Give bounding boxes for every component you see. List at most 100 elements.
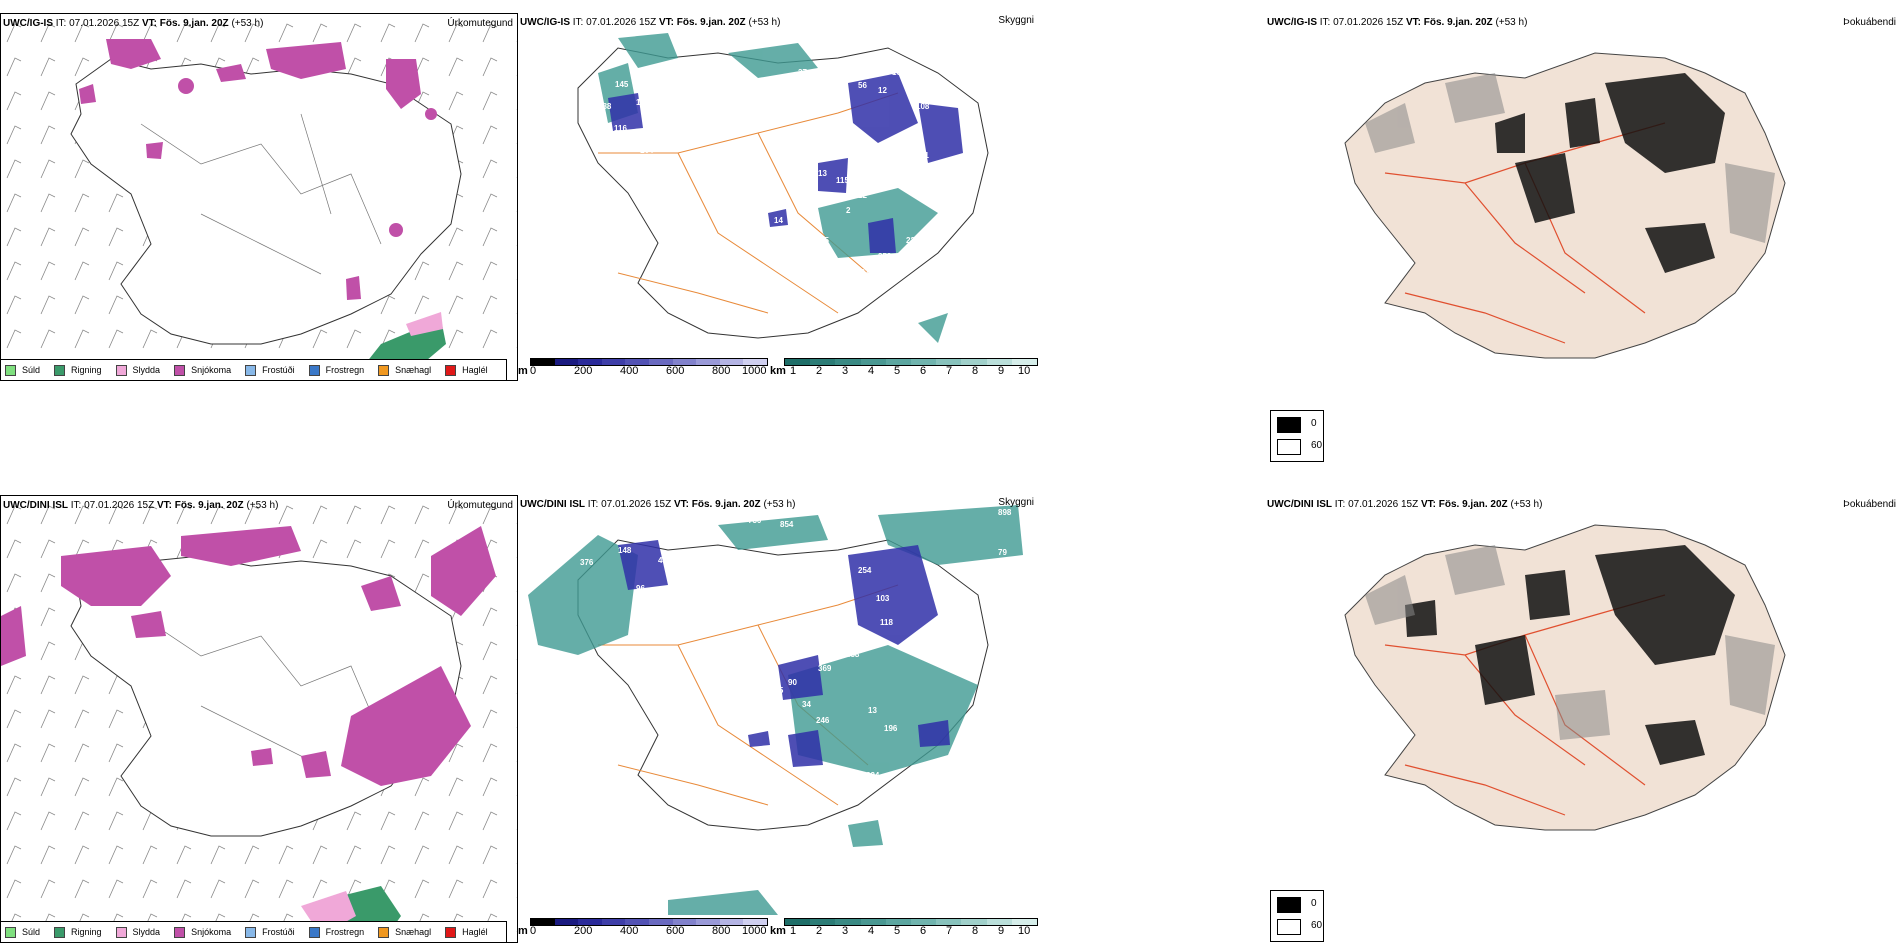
swatch bbox=[115, 926, 127, 938]
legend-label: Slydda bbox=[132, 365, 161, 375]
tick-label: 8 bbox=[972, 925, 979, 937]
fog-title: Þokuábendi bbox=[1843, 17, 1896, 28]
fog-legend-label: 60 bbox=[1311, 440, 1323, 451]
cloud-value: 259 bbox=[878, 252, 892, 261]
vt-label: VT: bbox=[156, 500, 172, 511]
lead-time: (+53 h) bbox=[1510, 499, 1543, 510]
swatch bbox=[5, 364, 16, 376]
tick-label: 0 bbox=[530, 925, 537, 937]
cloud-value: 14 bbox=[774, 216, 783, 225]
tick-label: 9 bbox=[998, 925, 1005, 937]
cloud-value: 458 bbox=[846, 650, 860, 659]
cloud-value: 369 bbox=[818, 664, 832, 673]
cloud-value: 2 bbox=[846, 206, 851, 215]
colorbar-unit: m bbox=[518, 365, 528, 377]
cloud-value: 108 bbox=[916, 102, 930, 111]
iceland-map bbox=[1344, 52, 1786, 359]
fog-dark-areas bbox=[1405, 545, 1735, 765]
cloud-value: 246 bbox=[816, 716, 830, 725]
legend-item: Haglél bbox=[445, 926, 488, 938]
colorbar-gradient bbox=[530, 358, 768, 366]
cloud-value: 104 bbox=[716, 674, 730, 683]
fog-legend-label: 0 bbox=[1311, 898, 1317, 909]
vt-label: VT: bbox=[673, 499, 689, 510]
model-name: UWC/IG-IS bbox=[520, 17, 570, 28]
fog-swatch bbox=[1277, 897, 1301, 913]
tick-label: 800 bbox=[712, 925, 731, 937]
cloud-value: 164 bbox=[640, 146, 654, 155]
tick-label: 1 bbox=[790, 365, 797, 377]
tick-label: 3 bbox=[842, 365, 849, 377]
cloud-base-colorbar: m 0 200 400 600 800 1000 bbox=[518, 915, 768, 937]
cloud-value: 27 bbox=[798, 68, 807, 77]
panel-title: UWC/DINI ISL IT: 07.01.2026 15Z VT: Fös.… bbox=[3, 500, 278, 511]
fog-grey-areas bbox=[1365, 73, 1775, 243]
cloud-value: 750 bbox=[748, 516, 762, 525]
legend-label: Frostúði bbox=[262, 927, 295, 937]
cloud-value: 13 bbox=[868, 706, 877, 715]
it-value: 07.01.2026 15Z bbox=[84, 500, 155, 511]
cloud-value: 334 bbox=[866, 771, 880, 780]
legend-item: Frostregn bbox=[308, 926, 364, 938]
cloud-value: 148 bbox=[618, 546, 632, 555]
fog-swatch bbox=[1277, 919, 1301, 935]
model-name: UWC/DINI ISL bbox=[520, 499, 585, 510]
cloud-value: 101 bbox=[636, 98, 650, 107]
legend-item: Rigning bbox=[54, 364, 102, 376]
tick-label: 8 bbox=[972, 365, 979, 377]
roads bbox=[598, 92, 899, 314]
it-label: IT: bbox=[572, 17, 584, 28]
cloud-value: 90 bbox=[788, 678, 797, 687]
iceland-map bbox=[1, 14, 517, 380]
swatch bbox=[308, 926, 320, 938]
tick-label: 6 bbox=[920, 925, 927, 937]
roads bbox=[140, 113, 382, 275]
cloud-value: 22 bbox=[906, 236, 915, 245]
cloud-title: Skyggni bbox=[998, 15, 1034, 26]
cloud-labels: 750 854 898 209 376 148 401 96 28 254 10… bbox=[580, 508, 1012, 901]
fog-legend: 0 60 bbox=[1270, 410, 1324, 462]
cloud-top-areas bbox=[528, 505, 1023, 915]
legend-label: Frostúði bbox=[262, 365, 295, 375]
cloud-base-colorbar: m 0 200 400 600 800 1000 bbox=[518, 355, 768, 377]
colorbar-unit: m bbox=[518, 925, 528, 937]
legend-label: Haglél bbox=[462, 927, 488, 937]
legend-label: Slydda bbox=[132, 927, 161, 937]
legend-label: Snæhagl bbox=[395, 927, 432, 937]
cloud-value: 980 bbox=[870, 39, 884, 48]
coastline bbox=[70, 58, 462, 345]
cloud-value: 376 bbox=[580, 558, 594, 567]
vt-value: Fös. 9.jan. 20Z bbox=[174, 500, 244, 511]
legend-item: Haglél bbox=[445, 364, 488, 376]
legend-item: Snjókoma bbox=[174, 364, 231, 376]
cloud-value: 12 bbox=[878, 86, 887, 95]
tick-label: 5 bbox=[894, 365, 901, 377]
fog-map-ig: UWC/IG-IS IT: 07.01.2026 15Z VT: Fös. 9.… bbox=[1265, 13, 1900, 408]
panel-title: UWC/IG-IS IT: 07.01.2026 15Z VT: Fös. 9.… bbox=[3, 18, 263, 29]
legend-item: Snæhagl bbox=[378, 364, 431, 376]
fog-swatch bbox=[1277, 439, 1301, 455]
it-value: 07.01.2026 15Z bbox=[69, 18, 140, 29]
swatch bbox=[308, 364, 320, 376]
vt-value: Fös. 9.jan. 20Z bbox=[1423, 17, 1493, 28]
cloud-value: 15 bbox=[820, 236, 829, 245]
precip-type-title: Úrkomutegund bbox=[447, 500, 513, 511]
cloud-value: 401 bbox=[658, 556, 672, 565]
it-value: 07.01.2026 15Z bbox=[586, 17, 657, 28]
legend-item: Súld bbox=[5, 364, 40, 376]
it-label: IT: bbox=[1319, 17, 1331, 28]
tick-label: 10 bbox=[1018, 365, 1031, 377]
fog-legend-label: 0 bbox=[1311, 418, 1317, 429]
vt-value: Fös. 9.jan. 20Z bbox=[159, 18, 229, 29]
roads bbox=[598, 584, 899, 806]
coastline bbox=[577, 47, 989, 339]
cloud-top-colorbar: km 1 2 3 4 5 6 7 8 9 10 bbox=[770, 915, 1040, 937]
legend-item: Frostúði bbox=[245, 926, 295, 938]
fog-legend-label: 60 bbox=[1311, 920, 1323, 931]
tick-label: 9 bbox=[998, 365, 1005, 377]
swatch bbox=[378, 364, 390, 376]
cloud-title: Skyggni bbox=[998, 497, 1034, 508]
swatch bbox=[54, 364, 66, 376]
tick-label: 5 bbox=[894, 925, 901, 937]
swatch bbox=[174, 926, 186, 938]
